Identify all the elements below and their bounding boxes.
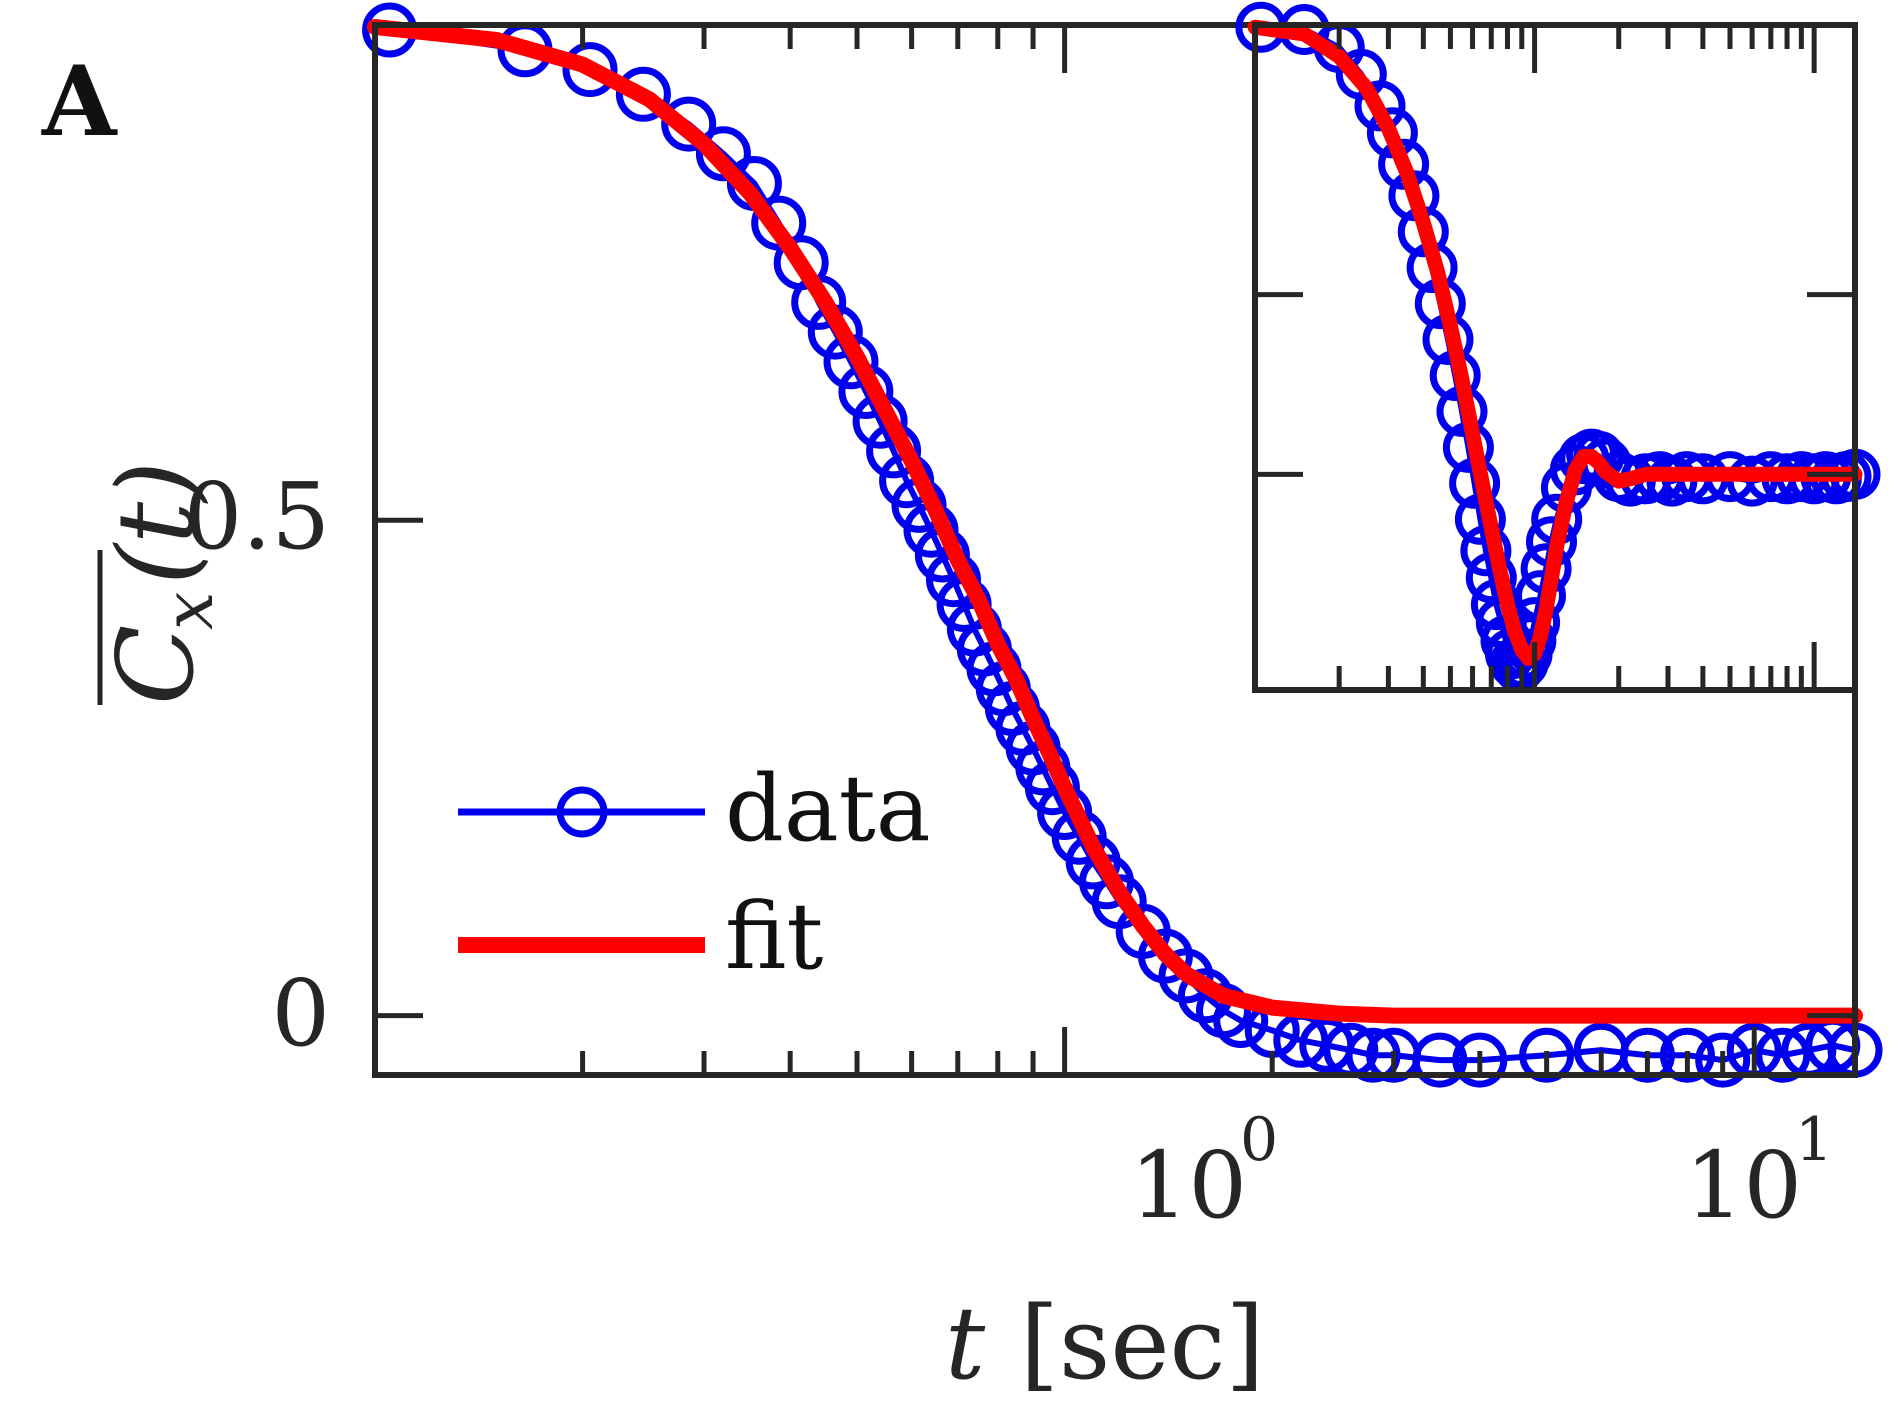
legend-swatch-data-marker xyxy=(556,786,608,838)
x-axis-label: t [sec] xyxy=(945,1285,1265,1402)
main-data-point xyxy=(1619,1027,1675,1083)
inset-axes-frame xyxy=(1252,22,1858,693)
legend-entry-data: data xyxy=(458,755,931,862)
legend-label-data: data xyxy=(725,755,931,862)
x-axis-label-var: t xyxy=(945,1285,986,1402)
legend-label-fit: fit xyxy=(725,883,823,990)
y-axis-label-sub: x xyxy=(150,592,229,630)
y-tick-label-0-5: 0.5 xyxy=(184,463,330,570)
y-axis-label-main: C xyxy=(95,625,217,705)
x-tick-label-10-1: 10 1 xyxy=(1685,1105,1833,1239)
main-data-point xyxy=(661,96,717,152)
main-data-point xyxy=(1659,1027,1715,1083)
main-data-point xyxy=(562,42,618,98)
x-tick-label-base: 10 xyxy=(1130,1132,1247,1239)
legend-entry-fit: fit xyxy=(458,883,823,990)
panel-label: A xyxy=(41,45,118,158)
x-tick-label-10-0: 10 0 xyxy=(1130,1105,1278,1239)
main-series-group xyxy=(362,2,1883,1088)
main-series-fit-line xyxy=(367,19,1863,1024)
legend: data fit xyxy=(458,755,931,990)
main-data-point xyxy=(1519,1027,1575,1083)
y-axis-label-arg: (t) xyxy=(95,461,217,585)
x-tick-label-exp: 1 xyxy=(1795,1105,1833,1175)
y-tick-label-0: 0 xyxy=(271,960,330,1067)
main-data-point xyxy=(1345,1027,1401,1083)
x-axis-label-unit: [sec] xyxy=(1020,1285,1265,1402)
main-data-point xyxy=(1412,1032,1468,1088)
inset-ticks-group xyxy=(1252,25,1855,690)
x-tick-label-exp: 0 xyxy=(1240,1105,1278,1175)
main-data-point xyxy=(1755,1027,1811,1083)
main-data-point xyxy=(1695,1032,1751,1088)
main-data-point xyxy=(1452,1032,1508,1088)
main-data-point xyxy=(695,126,751,182)
main-data-point xyxy=(615,66,671,122)
x-tick-label-base: 10 xyxy=(1685,1132,1802,1239)
y-axis-label: C x (t) xyxy=(95,461,229,705)
main-data-point xyxy=(1158,948,1214,1004)
